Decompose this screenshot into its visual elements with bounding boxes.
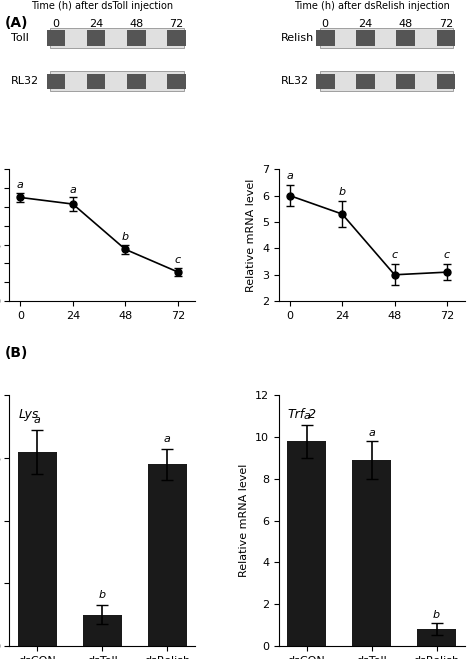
Bar xyxy=(83,614,122,646)
Text: 72: 72 xyxy=(170,18,184,28)
Text: 24: 24 xyxy=(89,18,103,28)
Text: a: a xyxy=(286,171,293,181)
FancyBboxPatch shape xyxy=(50,71,184,91)
Text: 0: 0 xyxy=(53,18,59,28)
Bar xyxy=(417,629,456,646)
FancyBboxPatch shape xyxy=(316,74,335,89)
Text: 24: 24 xyxy=(358,18,373,28)
Text: 48: 48 xyxy=(129,18,144,28)
FancyBboxPatch shape xyxy=(87,74,105,89)
Bar xyxy=(148,464,187,646)
Text: Lys: Lys xyxy=(19,408,39,421)
Y-axis label: Relative mRNA level: Relative mRNA level xyxy=(239,464,249,577)
Text: b: b xyxy=(338,187,346,197)
Text: RL32: RL32 xyxy=(281,76,309,86)
Bar xyxy=(18,451,57,646)
Text: b: b xyxy=(433,610,440,619)
Text: a: a xyxy=(69,185,76,194)
FancyBboxPatch shape xyxy=(319,71,453,91)
Text: c: c xyxy=(444,250,450,260)
Bar xyxy=(287,442,326,646)
FancyBboxPatch shape xyxy=(356,74,375,89)
Text: Relish: Relish xyxy=(281,33,314,43)
FancyBboxPatch shape xyxy=(127,74,146,89)
FancyBboxPatch shape xyxy=(319,28,453,47)
Text: Time (h) after dsRelish injection: Time (h) after dsRelish injection xyxy=(294,1,450,11)
Text: RL32: RL32 xyxy=(11,76,39,86)
Text: b: b xyxy=(99,590,106,600)
Text: (A): (A) xyxy=(5,16,28,30)
Bar xyxy=(352,460,391,646)
Text: c: c xyxy=(174,255,181,266)
FancyBboxPatch shape xyxy=(167,30,186,45)
Text: Time (h) after dsToll injection: Time (h) after dsToll injection xyxy=(31,1,173,11)
Text: b: b xyxy=(122,232,129,242)
FancyBboxPatch shape xyxy=(46,74,65,89)
FancyBboxPatch shape xyxy=(50,28,184,47)
Text: a: a xyxy=(17,180,24,190)
Text: 48: 48 xyxy=(399,18,413,28)
Y-axis label: Relative mRNA level: Relative mRNA level xyxy=(246,179,256,292)
FancyBboxPatch shape xyxy=(87,30,105,45)
Text: a: a xyxy=(34,415,41,425)
Text: Toll: Toll xyxy=(11,33,29,43)
FancyBboxPatch shape xyxy=(127,30,146,45)
FancyBboxPatch shape xyxy=(396,74,415,89)
Text: 72: 72 xyxy=(439,18,453,28)
FancyBboxPatch shape xyxy=(356,30,375,45)
Text: c: c xyxy=(392,250,398,260)
FancyBboxPatch shape xyxy=(396,30,415,45)
Text: Trf 2: Trf 2 xyxy=(288,408,316,421)
FancyBboxPatch shape xyxy=(316,30,335,45)
FancyBboxPatch shape xyxy=(46,30,65,45)
Text: a: a xyxy=(303,411,310,422)
Text: a: a xyxy=(368,428,375,438)
Text: a: a xyxy=(164,434,171,444)
Text: (B): (B) xyxy=(5,346,28,360)
FancyBboxPatch shape xyxy=(437,74,455,89)
FancyBboxPatch shape xyxy=(167,74,186,89)
Text: 0: 0 xyxy=(322,18,329,28)
FancyBboxPatch shape xyxy=(437,30,455,45)
